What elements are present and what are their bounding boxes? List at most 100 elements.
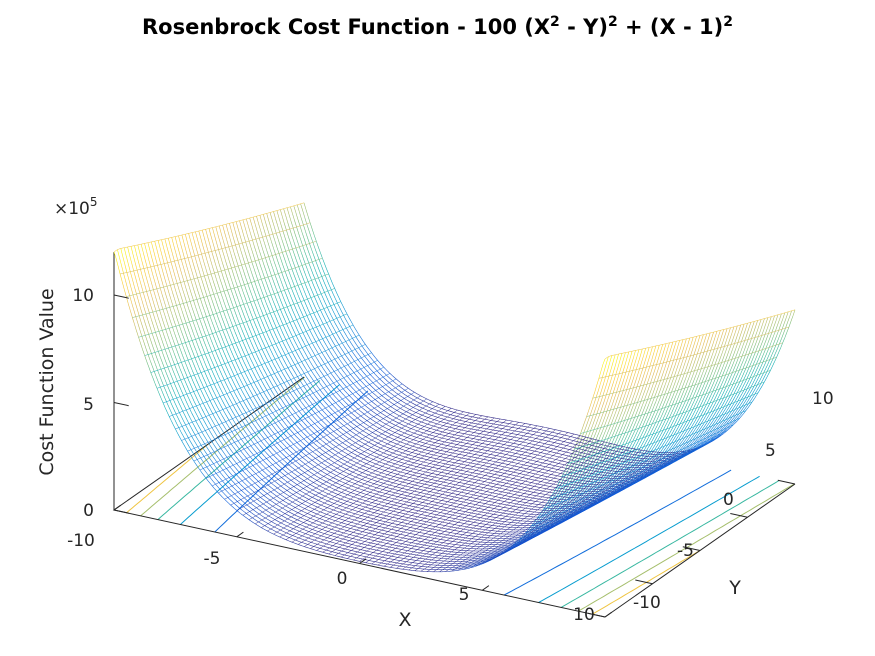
surface-mesh-line bbox=[197, 400, 201, 405]
surface-mesh-line bbox=[216, 479, 220, 483]
surface-mesh-line bbox=[638, 374, 642, 381]
surface-mesh-line bbox=[359, 514, 362, 516]
surface-mesh-line bbox=[271, 442, 275, 445]
surface-mesh-line bbox=[380, 541, 383, 543]
surface-mesh-line bbox=[117, 266, 121, 275]
surface-mesh-line bbox=[194, 411, 198, 416]
surface-mesh-line bbox=[175, 291, 179, 298]
surface-mesh-line bbox=[157, 317, 161, 325]
surface-mesh-line bbox=[359, 524, 362, 526]
surface-mesh-line bbox=[284, 496, 287, 499]
surface-mesh-line bbox=[298, 467, 301, 470]
surface-mesh-line bbox=[334, 542, 337, 544]
surface-mesh-line bbox=[342, 525, 345, 527]
surface-mesh-line bbox=[217, 469, 220, 472]
surface-mesh-line bbox=[325, 499, 329, 502]
surface-mesh-line bbox=[391, 523, 395, 525]
surface-mesh-line bbox=[262, 484, 265, 488]
surface-mesh-line bbox=[619, 353, 623, 361]
surface-mesh-line bbox=[253, 500, 256, 504]
surface-mesh-line bbox=[610, 458, 614, 463]
surface-mesh-line bbox=[295, 495, 298, 498]
surface-mesh-line bbox=[592, 419, 595, 426]
surface-mesh-line bbox=[280, 522, 284, 525]
surface-mesh-line bbox=[332, 545, 335, 547]
surface-mesh-line bbox=[317, 534, 320, 536]
surface-mesh-line bbox=[295, 507, 298, 509]
surface-mesh-line bbox=[306, 537, 309, 539]
surface-mesh-line bbox=[599, 440, 602, 446]
surface-mesh-line bbox=[600, 422, 604, 428]
surface-mesh-line bbox=[375, 537, 378, 539]
surface-mesh-line bbox=[214, 439, 218, 443]
surface-mesh-line bbox=[254, 432, 258, 436]
surface-mesh-line bbox=[273, 475, 277, 478]
surface-mesh-line bbox=[228, 502, 231, 506]
surface-mesh-line bbox=[355, 560, 358, 562]
surface-mesh-line bbox=[364, 547, 367, 549]
surface-mesh-line bbox=[623, 443, 627, 449]
surface-mesh-line bbox=[136, 293, 139, 302]
surface-mesh-line bbox=[332, 495, 335, 497]
surface-mesh-line bbox=[362, 537, 365, 539]
surface-mesh-line bbox=[217, 406, 220, 412]
surface-mesh-line bbox=[359, 527, 363, 529]
surface-mesh-line bbox=[634, 386, 638, 393]
surface-mesh-line bbox=[207, 341, 211, 347]
surface-mesh-line bbox=[178, 251, 182, 260]
surface-mesh-line bbox=[243, 482, 247, 486]
surface-mesh-line bbox=[235, 489, 239, 493]
surface-mesh-line bbox=[177, 408, 180, 413]
surface-mesh-line bbox=[374, 558, 377, 560]
surface-mesh-line bbox=[191, 370, 195, 376]
surface-mesh-line bbox=[381, 539, 384, 541]
surface-mesh-line bbox=[309, 491, 312, 494]
surface-mesh-line bbox=[219, 419, 223, 424]
surface-mesh-line bbox=[295, 487, 299, 490]
surface-mesh-line bbox=[235, 467, 238, 471]
surface-mesh-line bbox=[201, 453, 205, 457]
surface-mesh-line bbox=[374, 515, 378, 517]
surface-mesh-line bbox=[216, 442, 220, 446]
surface-mesh-line bbox=[410, 527, 413, 529]
surface-mesh-line bbox=[214, 393, 217, 398]
surface-mesh-line bbox=[270, 452, 274, 456]
surface-mesh-line bbox=[220, 380, 224, 386]
surface-mesh-line bbox=[210, 409, 213, 414]
surface-mesh-line bbox=[301, 510, 304, 512]
surface-mesh-line bbox=[242, 470, 246, 474]
surface-mesh-line bbox=[300, 528, 303, 530]
surface-mesh-line bbox=[339, 495, 343, 497]
surface-mesh-line bbox=[239, 443, 243, 447]
surface-mesh-line bbox=[334, 526, 337, 528]
surface-mesh-line bbox=[190, 279, 194, 287]
surface-mesh-line bbox=[370, 505, 373, 507]
surface-mesh-line bbox=[382, 542, 385, 544]
surface-mesh-line bbox=[332, 554, 336, 556]
surface-mesh-line bbox=[340, 518, 343, 521]
surface-mesh-line bbox=[320, 500, 323, 503]
surface-mesh-line bbox=[357, 517, 360, 519]
surface-mesh-line bbox=[295, 533, 299, 535]
surface-mesh-line bbox=[205, 451, 208, 456]
surface-mesh-line bbox=[322, 542, 325, 544]
surface-mesh-line bbox=[262, 498, 265, 501]
surface-mesh-line bbox=[311, 480, 314, 483]
surface-mesh-line bbox=[176, 397, 179, 403]
surface-mesh-line bbox=[606, 405, 610, 412]
surface-mesh-line bbox=[312, 497, 315, 499]
surface-mesh-line bbox=[319, 507, 322, 510]
surface-mesh-line bbox=[539, 530, 542, 532]
surface-mesh-line bbox=[631, 387, 634, 394]
surface-mesh-line bbox=[172, 415, 175, 420]
surface-mesh-line bbox=[237, 459, 241, 462]
surface-mesh-line bbox=[318, 531, 321, 533]
surface-mesh-line bbox=[606, 375, 610, 383]
surface-mesh-line bbox=[149, 360, 153, 367]
surface-mesh-line bbox=[263, 520, 267, 523]
surface-mesh-line bbox=[271, 501, 275, 504]
surface-mesh-line bbox=[193, 313, 197, 320]
surface-mesh-line bbox=[251, 499, 254, 502]
surface-mesh-line bbox=[237, 469, 240, 473]
surface-mesh-line bbox=[332, 516, 335, 518]
